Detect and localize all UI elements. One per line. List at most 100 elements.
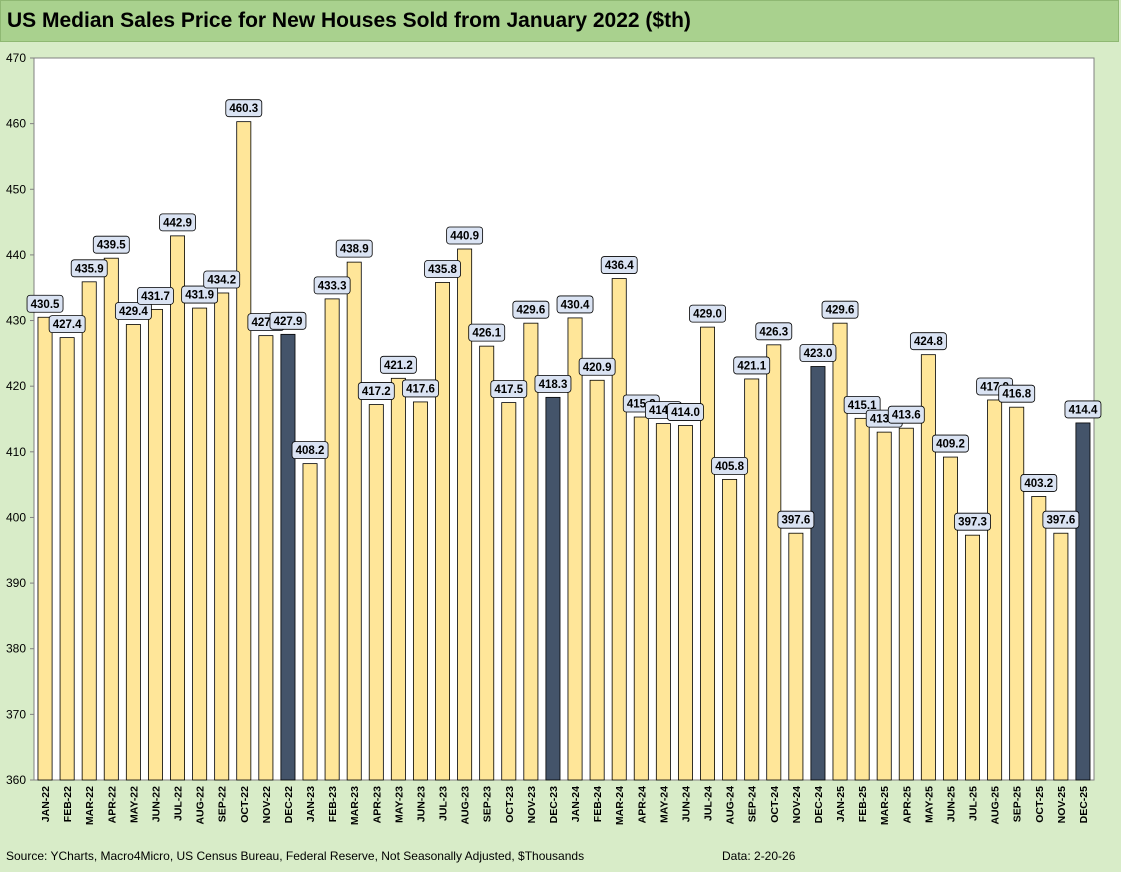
data-label-jul-22: 442.9 <box>159 213 196 232</box>
data-label-box <box>70 259 108 278</box>
data-label-jul-24: 429.0 <box>689 304 726 323</box>
x-tick-label: DEC-24 <box>813 786 825 824</box>
x-tick-label: OCT-24 <box>769 786 781 823</box>
bar-feb-23 <box>324 298 340 781</box>
y-tick-label: 440 <box>6 248 26 262</box>
data-label-box <box>954 512 991 531</box>
data-label-aug-23: 440.9 <box>446 226 484 245</box>
data-label-text: 440.9 <box>450 231 479 243</box>
x-tick-label: APR-22 <box>106 786 118 824</box>
data-label-text: 418.3 <box>539 379 568 391</box>
data-label-text: 405.8 <box>715 461 744 473</box>
x-tick-label: NOV-23 <box>526 786 538 824</box>
data-label-dec-22: 427.9 <box>269 311 307 330</box>
x-tick-label: MAY-24 <box>658 786 670 823</box>
bar-feb-22 <box>59 337 75 781</box>
data-label-apr-22: 439.5 <box>92 235 130 254</box>
data-label-text: 434.2 <box>207 274 236 286</box>
data-label-text: 416.8 <box>1002 389 1031 401</box>
x-tick-label: NOV-24 <box>791 786 803 824</box>
bars <box>37 121 1091 781</box>
data-label-sep-23: 426.1 <box>468 323 506 342</box>
x-tick-label: FEB-22 <box>62 786 74 822</box>
data-label-box <box>667 403 704 421</box>
x-tick-label: DEC-22 <box>283 786 295 824</box>
data-label-text: 426.1 <box>472 328 501 340</box>
x-tick-label: APR-23 <box>371 786 383 824</box>
data-label-text: 414.0 <box>671 407 700 419</box>
data-label-text: 433.3 <box>318 280 347 292</box>
x-tick-label: OCT-22 <box>239 786 251 823</box>
bar-apr-25 <box>898 427 914 781</box>
x-tick-label: JAN-22 <box>40 786 52 822</box>
bar-nov-25 <box>1053 532 1069 781</box>
data-label-jun-24: 414.0 <box>667 403 704 421</box>
bar-oct-23 <box>501 402 517 781</box>
bar-jul-22 <box>170 235 186 781</box>
x-tick-label: JUL-23 <box>438 786 450 821</box>
x-tick-label: AUG-25 <box>990 786 1002 825</box>
data-label-box <box>755 322 793 341</box>
bar-mar-22 <box>81 281 97 781</box>
data-label-jan-25: 429.6 <box>821 300 859 319</box>
data-label-dec-23: 418.3 <box>534 374 572 393</box>
data-label-box <box>357 382 395 400</box>
y-tick-label: 410 <box>6 445 26 459</box>
bar-mar-25 <box>876 431 892 781</box>
data-label-text: 435.8 <box>428 264 457 276</box>
data-label-box <box>777 510 815 529</box>
bar-jun-23 <box>412 401 428 781</box>
data-label-aug-22: 431.9 <box>181 285 219 304</box>
data-label-box <box>424 260 461 278</box>
bar-jun-24 <box>677 425 693 781</box>
data-label-box <box>843 395 881 414</box>
data-label-box <box>799 344 837 362</box>
y-tick-label: 460 <box>6 117 26 131</box>
data-label-box <box>512 300 550 319</box>
y-tick-label: 370 <box>6 707 26 721</box>
data-label-box <box>159 213 196 232</box>
data-label-dec-24: 423.0 <box>799 344 837 362</box>
data-label-text: 430.5 <box>31 299 60 311</box>
data-label-feb-23: 433.3 <box>313 276 351 295</box>
bar-oct-25 <box>1031 496 1047 781</box>
x-tick-label: FEB-24 <box>592 786 604 822</box>
data-label-box <box>26 294 64 313</box>
bar-aug-23 <box>457 248 473 781</box>
data-label-box <box>291 441 329 460</box>
x-tick-label: AUG-24 <box>725 786 737 825</box>
data-label-box <box>48 315 86 334</box>
data-label-text: 417.2 <box>362 386 391 398</box>
bar-nov-24 <box>788 532 804 781</box>
bar-oct-22 <box>236 121 252 781</box>
x-tick-label: APR-25 <box>901 786 913 824</box>
data-label-box <box>556 295 594 314</box>
data-label-text: 408.2 <box>296 445 325 457</box>
x-tick-label: MAR-22 <box>84 786 96 825</box>
x-tick-label: JAN-24 <box>570 786 582 822</box>
y-tick-label: 360 <box>6 773 26 787</box>
bar-sep-25 <box>1009 406 1025 781</box>
x-tick-label: MAY-25 <box>923 786 935 823</box>
data-label-feb-25: 415.1 <box>843 395 881 414</box>
bar-aug-25 <box>987 399 1003 781</box>
data-label-text: 415.1 <box>848 400 877 412</box>
data-label-mar-24: 436.4 <box>600 256 638 274</box>
y-tick-label: 430 <box>6 314 26 328</box>
data-label-text: 436.4 <box>605 260 634 272</box>
data-label-text: 417.5 <box>494 384 523 396</box>
data-label-box <box>269 311 307 330</box>
data-label-box <box>181 285 219 304</box>
bar-nov-22 <box>258 335 274 781</box>
data-label-text: 414.4 <box>1069 404 1098 416</box>
data-label-text: 421.1 <box>737 360 766 372</box>
data-label-apr-23: 417.2 <box>357 382 395 400</box>
data-label-text: 397.6 <box>781 515 810 527</box>
bar-sep-22 <box>214 292 230 781</box>
x-tick-label: NOV-25 <box>1056 786 1068 824</box>
data-label-oct-22: 460.3 <box>225 99 263 118</box>
title-bar: US Median Sales Price for New Houses Sol… <box>0 0 1119 42</box>
y-tick-label: 380 <box>6 642 26 656</box>
y-tick-label: 400 <box>6 510 26 524</box>
x-tick-label: MAY-23 <box>393 786 405 823</box>
